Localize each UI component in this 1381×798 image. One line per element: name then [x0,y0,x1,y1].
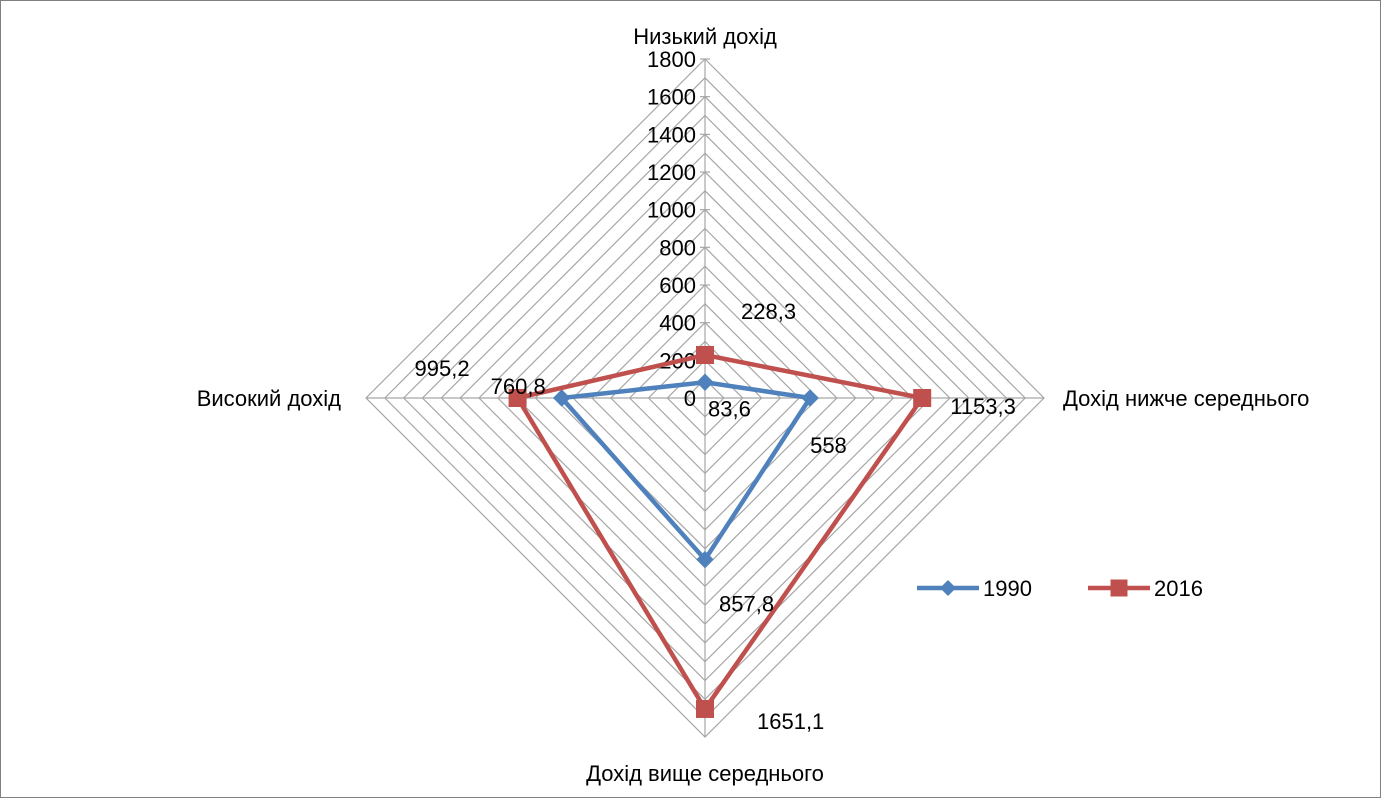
data-label-2016: 228,3 [741,299,796,324]
data-label-2016: 1651,1 [757,709,824,734]
data-label-2016: 995,2 [415,356,470,381]
tick-label: 1200 [647,160,696,185]
category-label: Високий дохід [197,386,341,411]
tick-label: 1600 [647,85,696,110]
tick-label: 0 [684,386,696,411]
tick-label: 400 [659,311,696,336]
data-point-2016 [696,346,714,365]
category-label: Дохід нижче середнього [1063,386,1309,411]
data-label-1990: 558 [810,433,847,458]
legend-label-1990: 1990 [983,576,1032,601]
tick-label: 800 [659,235,696,260]
data-label-1990: 857,8 [719,592,774,617]
data-point-2016 [913,389,932,407]
tick-label: 1800 [647,47,696,72]
legend: 1990 2016 [917,576,1203,601]
data-point-1990 [696,373,714,391]
data-point-2016 [696,699,714,718]
tick-label: 1400 [647,122,696,147]
data-point-1990 [801,389,819,407]
series-lines [508,346,932,718]
tick-label: 1000 [647,198,696,223]
data-label-1990: 83,6 [708,396,751,421]
legend-marker-1990 [940,580,956,596]
data-labels: 83,6 558 857,8 760,8 228,3 1153,3 1651,1 995,2 [415,299,1016,734]
data-point-1990 [696,550,714,569]
legend-label-2016: 2016 [1154,576,1203,601]
category-label: Дохід вище середнього [586,761,824,786]
tick-label: 600 [659,273,696,298]
data-point-1990 [553,389,571,407]
data-point-2016 [508,389,527,407]
category-labels: Низький дохід Дохід нижче середнього Дохід… [197,24,1310,786]
data-label-1990: 760,8 [491,374,546,399]
legend-marker-2016 [1110,579,1128,597]
category-label: Низький дохід [633,24,777,49]
data-label-2016: 1153,3 [950,394,1016,419]
